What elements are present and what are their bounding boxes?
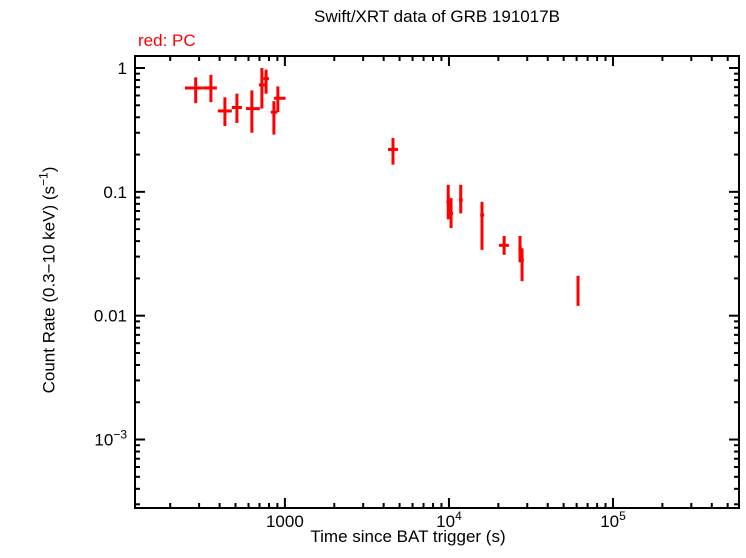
data-point xyxy=(449,198,454,229)
x-tick-label: 1000 xyxy=(266,512,304,531)
y-tick-label: 0.1 xyxy=(103,183,127,202)
x-axis-label: Time since BAT trigger (s) xyxy=(310,527,506,546)
data-point xyxy=(231,93,242,123)
y-axis-label-sup: −1 xyxy=(36,172,51,186)
y-axis-label-close: ) xyxy=(39,166,59,173)
data-point xyxy=(576,275,580,306)
data-point xyxy=(270,101,278,135)
y-axis-label-text: Count Rate (0.3−10 keV) (s xyxy=(39,185,59,394)
data-point xyxy=(520,248,524,282)
y-tick-label: 0.01 xyxy=(94,307,127,326)
data-point xyxy=(217,97,232,127)
chart-title: Swift/XRT data of GRB 191017B xyxy=(313,7,560,26)
data-point xyxy=(184,77,203,104)
plot-frame xyxy=(134,55,740,509)
x-tick-labels: 1000 104 105 xyxy=(266,509,626,531)
data-point xyxy=(458,184,463,214)
y-tick-label: 1 xyxy=(118,59,127,78)
data-point xyxy=(499,236,509,255)
mode-legend-label: red: PC xyxy=(138,31,196,50)
data-point xyxy=(273,86,286,113)
x-tick-label: 104 xyxy=(436,509,462,531)
y-tick-labels: 1 0.1 0.01 10−3 xyxy=(94,59,127,450)
data-point xyxy=(387,138,398,165)
data-point xyxy=(446,184,451,220)
data-point xyxy=(245,90,260,133)
data-point xyxy=(263,69,269,94)
y-axis-label: Count Rate (0.3−10 keV) (s−1) xyxy=(37,167,60,394)
tick-marks xyxy=(135,56,739,508)
data-series-pc xyxy=(184,68,580,306)
x-tick-label: 105 xyxy=(600,509,626,531)
data-point xyxy=(202,74,217,103)
y-tick-label: 10−3 xyxy=(94,428,127,450)
data-point xyxy=(480,201,485,250)
data-point xyxy=(258,68,265,109)
